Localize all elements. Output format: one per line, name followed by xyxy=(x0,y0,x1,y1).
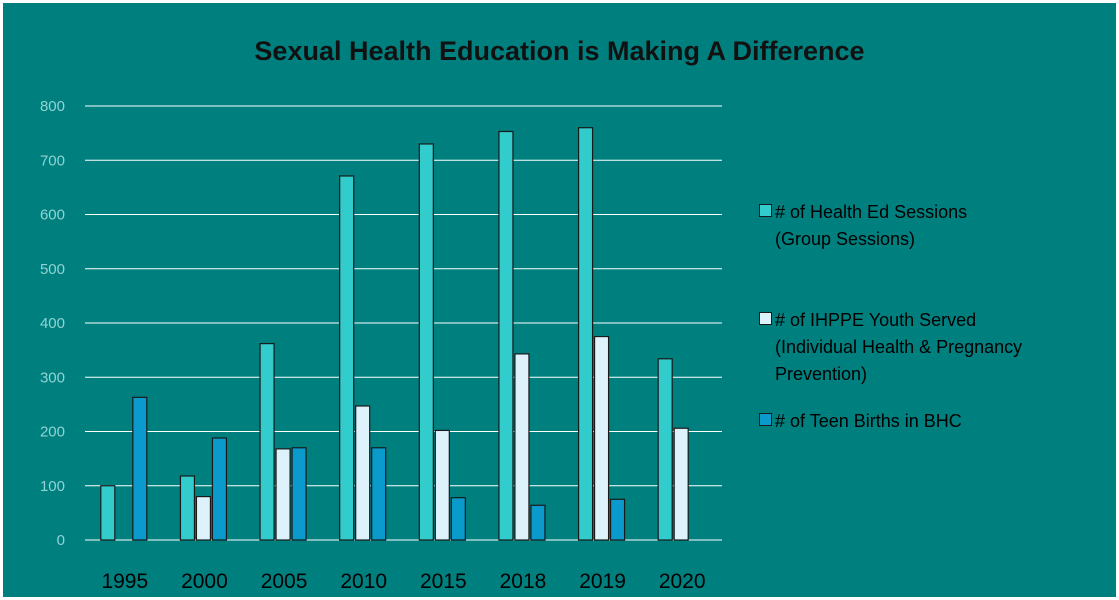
legend-label: # of Health Ed Sessions (Group Sessions) xyxy=(775,202,968,249)
y-axis-ticks: 0 100 200 300 400 500 600 700 800 xyxy=(40,98,65,549)
y-tick-label: 700 xyxy=(40,152,65,169)
y-tick-label: 200 xyxy=(40,424,65,441)
bar-series-0-2018 xyxy=(498,130,514,541)
bar-series-2-2010 xyxy=(371,447,387,541)
bar-series-2-2019 xyxy=(609,498,626,541)
bar-series-0-2005 xyxy=(259,343,275,541)
bar-series-0-1995 xyxy=(100,485,116,541)
bar-series-1-2000 xyxy=(195,496,212,541)
legend-item-teen-births: # of Teen Births in BHC xyxy=(759,408,962,435)
y-tick-label: 300 xyxy=(40,369,65,386)
legend-label: # of IHPPE Youth Served (Individual Heal… xyxy=(775,310,1023,384)
legend-swatch xyxy=(759,312,772,325)
bar-series-2-2000 xyxy=(211,437,228,541)
x-tick-label: 2000 xyxy=(181,570,228,593)
chart-frame: Sexual Health Education is Making A Diff… xyxy=(3,3,1116,597)
bar-series-0-2010 xyxy=(339,175,355,541)
x-tick-label: 2019 xyxy=(579,570,626,593)
bar-series-0-2019 xyxy=(577,127,594,541)
x-tick-label: 2005 xyxy=(261,570,308,593)
bar-series-2-1995 xyxy=(132,396,148,541)
bar-series-0-2020 xyxy=(657,358,673,541)
bar-series-0-2015 xyxy=(418,143,434,541)
bar-chart: 0 100 200 300 400 500 600 700 800 1995 2000 2005 20… xyxy=(40,98,722,593)
bars xyxy=(100,127,689,541)
x-tick-label: 2018 xyxy=(500,570,547,593)
bar-series-2-2005 xyxy=(291,447,307,541)
y-tick-label: 800 xyxy=(40,98,65,115)
bar-series-1-2018 xyxy=(514,353,530,541)
legend-item-health-ed-sessions: # of Health Ed Sessions (Group Sessions) xyxy=(759,199,967,253)
chart-title: Sexual Health Education is Making A Diff… xyxy=(254,36,865,66)
x-tick-label: 1995 xyxy=(101,570,148,593)
x-axis-ticks: 1995 2000 2005 2010 2015 2018 2019 2020 xyxy=(101,570,705,593)
y-tick-label: 100 xyxy=(40,478,65,495)
x-tick-label: 2015 xyxy=(420,570,467,593)
bar-series-1-2020 xyxy=(673,427,689,541)
bar-series-1-2019 xyxy=(593,335,610,541)
legend-item-ihppe-youth-served: # of IHPPE Youth Served (Individual Heal… xyxy=(759,307,1022,388)
x-tick-label: 2020 xyxy=(659,570,706,593)
bar-series-0-2000 xyxy=(179,475,196,541)
y-tick-label: 400 xyxy=(40,315,65,332)
y-tick-label: 600 xyxy=(40,207,65,224)
y-tick-label: 500 xyxy=(40,261,65,278)
bar-series-2-2015 xyxy=(450,497,466,541)
x-tick-label: 2010 xyxy=(340,570,387,593)
legend-swatch xyxy=(759,413,772,426)
bar-series-2-2018 xyxy=(530,504,546,541)
bar-series-1-2005 xyxy=(275,448,291,541)
y-tick-label: 0 xyxy=(57,532,65,549)
gridlines xyxy=(85,105,722,541)
legend-swatch xyxy=(759,204,772,217)
bar-series-1-2015 xyxy=(434,429,450,541)
legend-label: # of Teen Births in BHC xyxy=(775,411,962,431)
bar-series-1-2010 xyxy=(355,405,371,541)
